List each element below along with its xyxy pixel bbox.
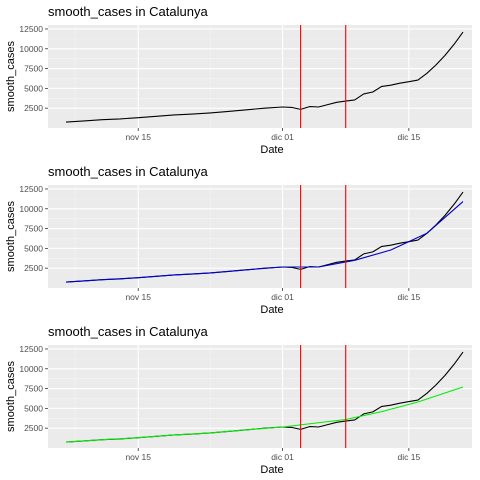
x-axis-title: Date (260, 464, 283, 476)
x-tick-label: dic 15 (398, 292, 421, 302)
y-tick-label: 5000 (24, 243, 43, 253)
y-tick-label: 7500 (24, 384, 43, 394)
plot-background (48, 345, 472, 448)
series-line-2 (65, 201, 464, 283)
x-axis-title: Date (260, 144, 283, 156)
chart-title: smooth_cases in Catalunya (48, 324, 208, 339)
x-tick-label: dic 15 (398, 132, 421, 142)
x-tick-label: nov 15 (125, 132, 151, 142)
x-tick-label: nov 15 (125, 292, 151, 302)
y-tick-label: 7500 (24, 64, 43, 74)
chart-title: smooth_cases in Catalunya (48, 4, 208, 19)
y-axis-title: smooth_cases (5, 361, 17, 432)
y-axis-title: smooth_cases (5, 201, 17, 272)
x-tick-label: dic 01 (271, 292, 294, 302)
y-tick-label: 12500 (19, 24, 43, 34)
y-tick-label: 2500 (24, 103, 43, 113)
y-axis-title: smooth_cases (5, 41, 17, 112)
plot-background (48, 185, 472, 288)
chart-panel-3: smooth_cases in Catalunya 2500 5000 7500 100… (5, 324, 472, 476)
series-line-2 (65, 386, 464, 443)
y-tick-label: 12500 (19, 344, 43, 354)
x-tick-label: dic 01 (271, 132, 294, 142)
x-tick-label: nov 15 (125, 452, 151, 462)
chart-panel-1: smooth_cases in Catalunya 2500 5000 7500 100… (5, 4, 472, 156)
series-line-1 (65, 31, 464, 123)
y-tick-label: 5000 (24, 83, 43, 93)
y-tick-label: 12500 (19, 184, 43, 194)
chart-panel-2: smooth_cases in Catalunya 2500 5000 7500 100… (5, 164, 472, 316)
y-tick-label: 2500 (24, 423, 43, 433)
x-tick-label: dic 01 (271, 452, 294, 462)
y-tick-label: 2500 (24, 263, 43, 273)
y-tick-label: 10000 (19, 44, 43, 54)
y-tick-label: 7500 (24, 224, 43, 234)
y-tick-label: 5000 (24, 403, 43, 413)
y-tick-label: 10000 (19, 204, 43, 214)
y-tick-label: 10000 (19, 364, 43, 374)
chart-title: smooth_cases in Catalunya (48, 164, 208, 179)
x-tick-label: dic 15 (398, 452, 421, 462)
plot-background (48, 25, 472, 128)
x-axis-title: Date (260, 304, 283, 316)
